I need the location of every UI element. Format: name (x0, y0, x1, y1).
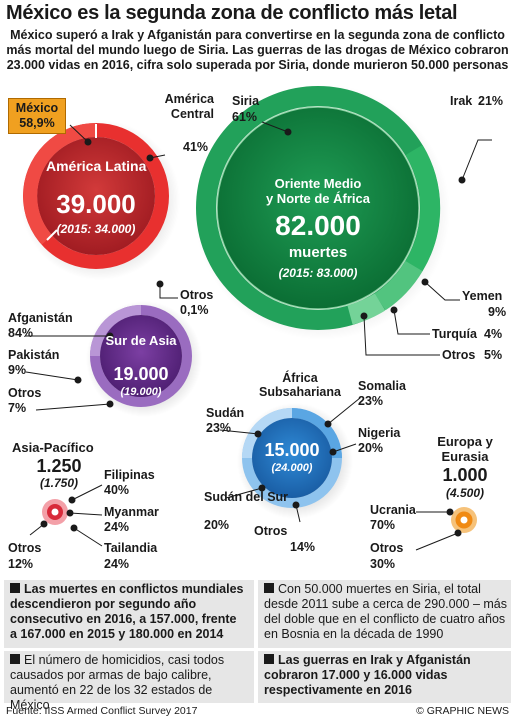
filipinas-pct: 40% (104, 483, 130, 497)
nigeria-label: Nigeria (358, 426, 401, 440)
note-global-deaths: Las muertes en conflictos mundiales desc… (4, 580, 254, 648)
south-asia-otros-label: Otros (8, 386, 42, 400)
note-1-line-3: consecutivo en 2016, a 157.000, frente (10, 612, 237, 626)
africa-total: 15.000 (264, 440, 320, 460)
note-4-line-3: respectivamente en 2016 (264, 683, 413, 697)
note-2-line-3: aumentó en 22 de los 32 estados de Méxic… (10, 683, 213, 712)
africa-region-1: África (282, 371, 318, 385)
siria-pct: 61% (232, 110, 258, 124)
note-homicides: El número de homicidios, casi todos caus… (4, 651, 254, 712)
mena-unit: muertes (288, 244, 348, 261)
subtitle-line-1: México superó a Irak y Afganistán para c… (10, 28, 505, 42)
south-asia-donut (86, 301, 202, 417)
mena-region-2: y Norte de África (265, 191, 371, 206)
note-1-line-4: a 167.000 en 2015 y 180.000 en 2014 (10, 627, 224, 641)
myanmar-label: Myanmar (104, 505, 159, 519)
latin-otros-pct: 0,1% (180, 303, 209, 317)
note-1-line-2: descendieron por segundo año (10, 597, 197, 611)
note-iraq-afghanistan: Las guerras en Irak y Afganistán cobraro… (258, 651, 511, 703)
europe-otros-label: Otros (370, 541, 404, 555)
siria-label: Siria (232, 94, 260, 108)
mena-otros-pct: 5% (484, 348, 503, 362)
mena-prev: (2015: 83.000) (278, 266, 358, 280)
credit-text: © GRAPHIC NEWS (416, 705, 509, 717)
latin-otros-label: Otros (180, 288, 214, 302)
africa-otros-label: Otros (254, 524, 288, 538)
africa-region-2: Subsahariana (259, 385, 341, 399)
sudan-pct: 23% (206, 421, 232, 435)
asia-pacific-otros-pct: 12% (8, 557, 34, 571)
mexico-label: México (15, 101, 59, 115)
europe-region-2: Eurasia (441, 449, 489, 464)
mexico-pct: 58,9% (19, 116, 55, 130)
latin-america-total: 39.000 (56, 189, 136, 219)
south-asia-otros-pct: 7% (8, 401, 27, 415)
note-1-line-1: Las muertes en conflictos mundiales (24, 582, 244, 596)
yemen-label: Yemen (462, 289, 503, 303)
europe-otros-pct: 30% (370, 557, 396, 571)
yemen-pct: 9% (488, 305, 507, 319)
mexico-badge: México 58,9% (8, 98, 66, 134)
note-3-line-2: desde 2011 sube a cerca de 290.000 – más (264, 597, 507, 611)
nigeria-pct: 20% (358, 441, 384, 455)
afganistan-label: Afganistán (8, 311, 73, 325)
mena-total: 82.000 (275, 210, 361, 241)
note-3-line-4: en Bosnia en la década de 1990 (264, 627, 444, 641)
asia-pacific-otros-label: Otros (8, 541, 42, 555)
ucrania-label: Ucrania (370, 503, 416, 517)
central-america-pct: 41% (183, 140, 209, 154)
irak-pct: 21% (478, 94, 504, 108)
sur-sudan-label: Sudán del Sur (204, 490, 289, 504)
pakistan-label: Pakistán (8, 348, 60, 362)
tailandia-pct: 24% (104, 557, 130, 571)
europe-prev: (4.500) (445, 486, 485, 500)
subtitle-line-2: más mortal del mundo luego de Siria. Las… (6, 43, 509, 57)
note-2-line-2: causados por armas de bajo calibre, (10, 668, 212, 682)
note-2-line-1: El número de homicidios, casi todos (24, 653, 225, 667)
africa-otros-pct: 14% (290, 540, 316, 554)
europe-donut (451, 507, 477, 533)
turquia-pct: 4% (484, 327, 503, 341)
south-asia-prev: (19.000) (120, 386, 162, 398)
ucrania-pct: 70% (370, 518, 396, 532)
mena-donut (194, 84, 450, 340)
south-asia-total: 19.000 (113, 364, 169, 384)
somalia-pct: 23% (358, 394, 384, 408)
somalia-label: Somalia (358, 379, 406, 393)
turquia-label: Turquía (432, 327, 477, 341)
leader-lines (25, 121, 492, 551)
asia-pacific-prev: (1.750) (39, 476, 79, 490)
mena-region-1: Oriente Medio (274, 176, 362, 191)
south-asia-region: Sur de Asia (105, 333, 177, 348)
irak-label: Irak (450, 94, 473, 108)
afganistan-pct: 84% (8, 326, 34, 340)
filipinas-label: Filipinas (104, 468, 155, 482)
mena-otros-label: Otros (442, 348, 476, 362)
asia-pacific-donut (42, 499, 68, 525)
note-syria: Con 50.000 muertes en Siria, el total de… (258, 580, 511, 648)
latin-america-region: América Latina (46, 158, 147, 174)
sudan-label: Sudán (206, 406, 245, 420)
subtitle-line-3: 23.000 vidas en 2016, cifra solo superad… (6, 58, 509, 72)
note-4-line-1: Las guerras en Irak y Afganistán (278, 653, 471, 667)
latin-america-prev: (2015: 34.000) (56, 222, 136, 236)
central-america-label: América Central (164, 92, 214, 121)
page-title: México es la segunda zona de conflicto m… (6, 2, 458, 24)
latin-america-donut (20, 120, 180, 280)
note-4-line-2: cobraron 17.000 y 16.000 vidas (264, 668, 448, 682)
source-text: Fuente: IISS Armed Conflict Survey 2017 (6, 705, 198, 717)
myanmar-pct: 24% (104, 520, 130, 534)
africa-donut (237, 403, 353, 519)
note-3-line-3: del doble que en el conflicto de cuatro … (264, 612, 506, 626)
tailandia-label: Tailandia (104, 541, 158, 555)
asia-pacific-region: Asia-Pacífico (12, 440, 94, 455)
note-3-line-1: Con 50.000 muertes en Siria, el total (278, 582, 481, 596)
sur-sudan-pct: 20% (204, 518, 230, 532)
europe-total: 1.000 (442, 465, 488, 485)
pakistan-pct: 9% (8, 363, 27, 377)
europe-region-1: Europa y (437, 434, 493, 449)
africa-prev: (24.000) (271, 462, 313, 474)
asia-pacific-total: 1.250 (36, 456, 82, 476)
